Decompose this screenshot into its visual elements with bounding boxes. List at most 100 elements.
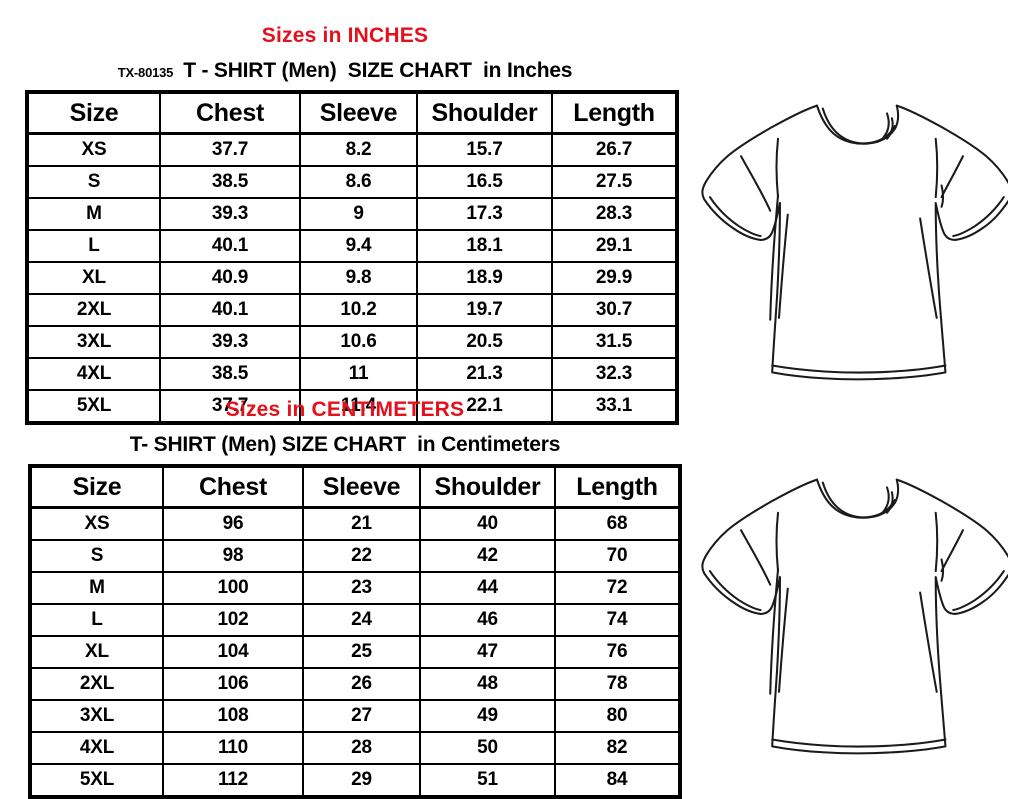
column-header-size: Size <box>29 465 164 509</box>
cell-sleeve: 10.2 <box>299 293 418 327</box>
centimeters-title-row: T- SHIRT (Men) SIZE CHART in Centimeters <box>0 434 690 455</box>
column-header-chest: Chest <box>162 465 304 509</box>
cell-size: 5XL <box>29 763 164 798</box>
cell-size: L <box>29 603 164 637</box>
cell-length: 28.3 <box>551 197 678 231</box>
cell-size: S <box>26 165 161 199</box>
cell-length: 72 <box>554 571 681 605</box>
cell-sleeve: 28 <box>302 731 421 765</box>
cell-shoulder: 18.1 <box>416 229 553 263</box>
centimeters-unit-heading: Sizes in CENTIMETERS <box>225 398 465 421</box>
cell-size: 3XL <box>26 325 161 359</box>
cell-chest: 112 <box>162 763 304 798</box>
cell-shoulder: 20.5 <box>416 325 553 359</box>
cell-length: 82 <box>554 731 681 765</box>
cell-shoulder: 21.3 <box>416 357 553 391</box>
cell-size: 5XL <box>26 389 161 424</box>
column-header-sleeve: Sleeve <box>299 91 418 135</box>
table-row: 2XL 40.1 10.2 19.7 30.7 <box>26 293 678 327</box>
table-row: M 39.3 9 17.3 28.3 <box>26 197 678 231</box>
tshirt-illustration-bottom <box>696 466 1008 758</box>
cell-sleeve: 9.8 <box>299 261 418 295</box>
cell-chest: 38.5 <box>159 165 301 199</box>
cell-sleeve: 27 <box>302 699 421 733</box>
product-code: TX-80135 <box>117 65 174 80</box>
inches-title-row: TX-80135 T - SHIRT (Men) SIZE CHART in I… <box>0 60 690 81</box>
table-row: 4XL 110 28 50 82 <box>29 731 681 765</box>
cell-sleeve: 26 <box>302 667 421 701</box>
cell-sleeve: 8.6 <box>299 165 418 199</box>
cell-shoulder: 48 <box>419 667 556 701</box>
cell-length: 68 <box>554 506 681 541</box>
column-header-chest: Chest <box>159 91 301 135</box>
table-row: L 40.1 9.4 18.1 29.1 <box>26 229 678 263</box>
cell-shoulder: 22.1 <box>416 389 553 424</box>
cell-sleeve: 24 <box>302 603 421 637</box>
cell-length: 74 <box>554 603 681 637</box>
centimeters-size-table: Size Chest Sleeve Shoulder Length XS 96 … <box>28 464 682 799</box>
cell-length: 27.5 <box>551 165 678 199</box>
cell-sleeve: 11.4 <box>299 389 418 424</box>
table-row: 4XL 38.5 11 21.3 32.3 <box>26 357 678 391</box>
cell-length: 31.5 <box>551 325 678 359</box>
cell-size: XL <box>26 261 161 295</box>
table-row: 5XL 112 29 51 84 <box>29 763 681 798</box>
cell-shoulder: 51 <box>419 763 556 798</box>
cell-chest: 98 <box>162 539 304 573</box>
inches-size-table: Size Chest Sleeve Shoulder Length XS 37.… <box>25 90 679 425</box>
cell-length: 30.7 <box>551 293 678 327</box>
cell-size: 3XL <box>29 699 164 733</box>
cell-shoulder: 15.7 <box>416 132 553 167</box>
cell-shoulder: 49 <box>419 699 556 733</box>
table-header-row: Size Chest Sleeve Shoulder Length <box>26 91 678 135</box>
cell-size: 2XL <box>26 293 161 327</box>
cell-shoulder: 16.5 <box>416 165 553 199</box>
inches-unit-heading: Sizes in INCHES <box>261 24 429 47</box>
cell-size: L <box>26 229 161 263</box>
cell-sleeve: 22 <box>302 539 421 573</box>
cell-length: 33.1 <box>551 389 678 424</box>
cell-shoulder: 17.3 <box>416 197 553 231</box>
cell-sleeve: 23 <box>302 571 421 605</box>
column-header-shoulder: Shoulder <box>419 465 556 509</box>
cell-size: XS <box>29 506 164 541</box>
cell-chest: 100 <box>162 571 304 605</box>
table-row: S 98 22 42 70 <box>29 539 681 573</box>
table-row: 5XL 37.7 11.4 22.1 33.1 <box>26 389 678 424</box>
cell-sleeve: 29 <box>302 763 421 798</box>
cell-chest: 108 <box>162 699 304 733</box>
cell-sleeve: 8.2 <box>299 132 418 167</box>
table-row: M 100 23 44 72 <box>29 571 681 605</box>
cell-shoulder: 18.9 <box>416 261 553 295</box>
cell-chest: 39.3 <box>159 197 301 231</box>
cell-chest: 40.9 <box>159 261 301 295</box>
cell-sleeve: 10.6 <box>299 325 418 359</box>
cell-size: S <box>29 539 164 573</box>
table-row: 2XL 106 26 48 78 <box>29 667 681 701</box>
cell-length: 29.9 <box>551 261 678 295</box>
cell-shoulder: 42 <box>419 539 556 573</box>
cell-chest: 96 <box>162 506 304 541</box>
table-row: L 102 24 46 74 <box>29 603 681 637</box>
cell-length: 32.3 <box>551 357 678 391</box>
cell-shoulder: 19.7 <box>416 293 553 327</box>
cell-length: 80 <box>554 699 681 733</box>
cell-chest: 39.3 <box>159 325 301 359</box>
inches-chart-title: T - SHIRT (Men) SIZE CHART in Inches <box>183 59 573 82</box>
cell-chest: 37.7 <box>159 132 301 167</box>
cell-sleeve: 25 <box>302 635 421 669</box>
table-row: XS 96 21 40 68 <box>29 506 681 541</box>
column-header-sleeve: Sleeve <box>302 465 421 509</box>
cell-sleeve: 9 <box>299 197 418 231</box>
table-row: 3XL 39.3 10.6 20.5 31.5 <box>26 325 678 359</box>
cell-length: 29.1 <box>551 229 678 263</box>
cell-size: M <box>29 571 164 605</box>
cell-shoulder: 46 <box>419 603 556 637</box>
cell-size: XL <box>29 635 164 669</box>
cell-length: 70 <box>554 539 681 573</box>
table-row: S 38.5 8.6 16.5 27.5 <box>26 165 678 199</box>
table-row: 3XL 108 27 49 80 <box>29 699 681 733</box>
cell-shoulder: 40 <box>419 506 556 541</box>
cell-chest: 110 <box>162 731 304 765</box>
